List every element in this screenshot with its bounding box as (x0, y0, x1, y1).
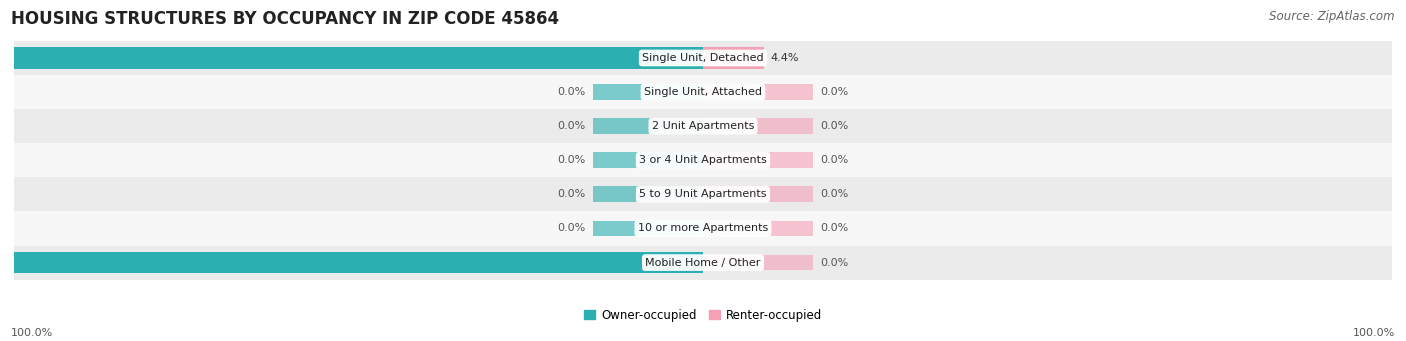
Bar (703, 84, 813, 100)
Text: 0.0%: 0.0% (820, 155, 848, 165)
Text: 0.0%: 0.0% (558, 155, 586, 165)
Bar (14, 143, 1392, 177)
Text: 2 Unit Apartments: 2 Unit Apartments (652, 121, 754, 131)
Bar (703, 152, 813, 168)
Bar (593, 84, 703, 100)
Text: 0.0%: 0.0% (820, 189, 848, 199)
Bar (703, 187, 813, 202)
Bar (703, 255, 813, 270)
Text: 0.0%: 0.0% (820, 257, 848, 268)
Bar (0, 252, 703, 273)
Text: 100.0%: 100.0% (1353, 328, 1395, 338)
Bar (0, 47, 703, 69)
Text: 0.0%: 0.0% (558, 223, 586, 234)
Text: 0.0%: 0.0% (558, 189, 586, 199)
Bar (14, 109, 1392, 143)
Text: 0.0%: 0.0% (558, 121, 586, 131)
Text: 0.0%: 0.0% (820, 121, 848, 131)
Bar (703, 47, 763, 69)
Text: 100.0%: 100.0% (11, 328, 53, 338)
Bar (703, 221, 813, 236)
Text: Single Unit, Attached: Single Unit, Attached (644, 87, 762, 97)
Bar (703, 118, 813, 134)
Text: Mobile Home / Other: Mobile Home / Other (645, 257, 761, 268)
Bar (593, 152, 703, 168)
Bar (593, 118, 703, 134)
Bar (14, 41, 1392, 75)
Text: 3 or 4 Unit Apartments: 3 or 4 Unit Apartments (640, 155, 766, 165)
Bar (593, 187, 703, 202)
Text: 10 or more Apartments: 10 or more Apartments (638, 223, 768, 234)
Bar (14, 177, 1392, 211)
Text: 0.0%: 0.0% (558, 87, 586, 97)
Bar (14, 246, 1392, 280)
Text: HOUSING STRUCTURES BY OCCUPANCY IN ZIP CODE 45864: HOUSING STRUCTURES BY OCCUPANCY IN ZIP C… (11, 10, 560, 28)
Text: 4.4%: 4.4% (770, 53, 799, 63)
Bar (14, 75, 1392, 109)
Text: 0.0%: 0.0% (820, 223, 848, 234)
Legend: Owner-occupied, Renter-occupied: Owner-occupied, Renter-occupied (579, 304, 827, 326)
Bar (593, 221, 703, 236)
Text: 5 to 9 Unit Apartments: 5 to 9 Unit Apartments (640, 189, 766, 199)
Text: 0.0%: 0.0% (820, 87, 848, 97)
Text: Single Unit, Detached: Single Unit, Detached (643, 53, 763, 63)
Bar (14, 211, 1392, 246)
Text: Source: ZipAtlas.com: Source: ZipAtlas.com (1270, 10, 1395, 23)
